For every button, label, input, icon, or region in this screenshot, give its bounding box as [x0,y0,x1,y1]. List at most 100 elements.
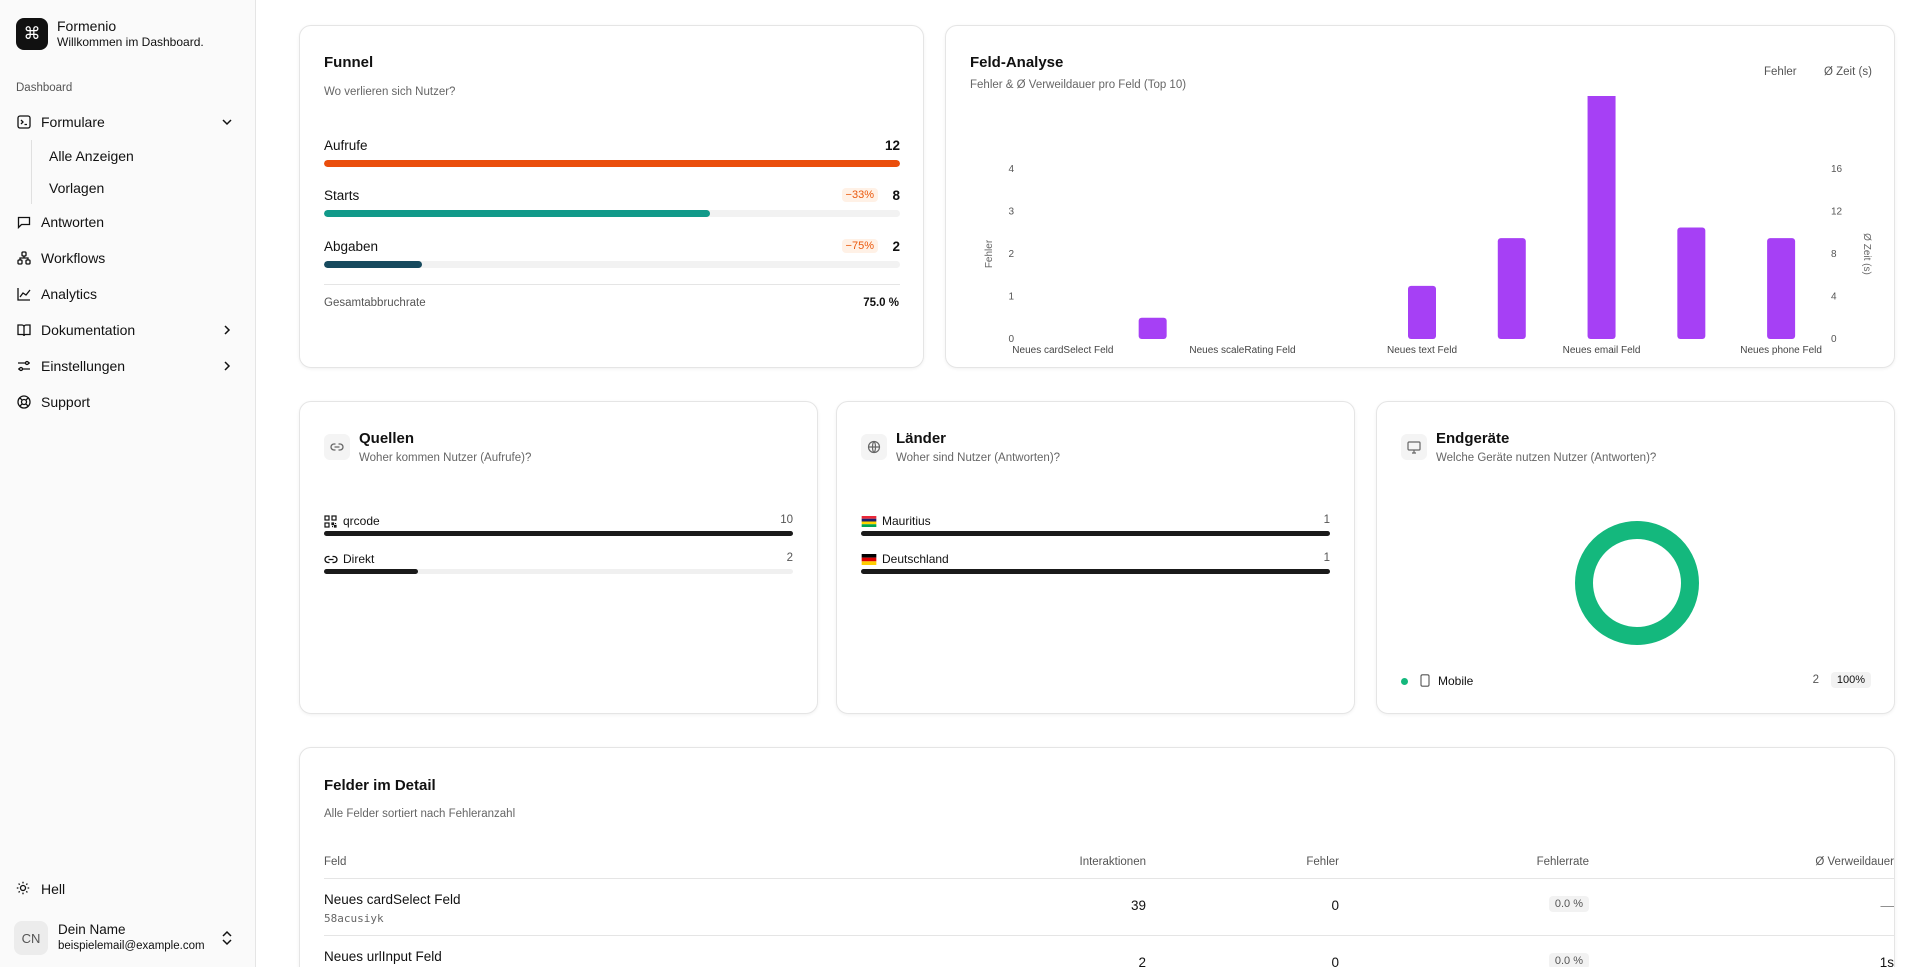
fields-detail-subtitle: Alle Felder sortiert nach Fehleranzahl [324,808,516,820]
funnel-bar-track [324,210,900,217]
sidebar-item-workflows[interactable]: Workflows [8,240,248,276]
funnel-subtitle: Wo verlieren sich Nutzer? [324,86,456,98]
settings-icon [16,358,32,374]
column-header-field[interactable]: Feld [324,856,347,868]
country-bar-fill [861,531,1330,536]
workflow-icon [16,250,32,266]
x-tick-label: Neues scaleRating Feld [1189,345,1295,356]
chevron-right-icon [224,325,231,335]
table-row[interactable]: Neues cardSelect Feld 58acusiyk 39 0 0.0… [324,879,1894,936]
table-row[interactable]: Neues urlInput Feld 0ninyvbar 2 0 0.0 % … [324,936,1894,967]
sidebar-subnav-formulare: Alle Anzeigen Vorlagen [31,140,248,204]
source-value: 10 [780,514,793,526]
funnel-bar-track [324,261,900,268]
sidebar-item-antworten[interactable]: Antworten [8,204,248,240]
sidebar-nav: Formulare Alle Anzeigen Vorlagen Antwort… [8,104,248,420]
sidebar-item-dokumentation[interactable]: Dokumentation [8,312,248,348]
sidebar-item-label: Formulare [41,114,105,130]
app-name: Formenio [57,18,117,34]
globe-icon [861,434,887,460]
legend-label: Mobile [1438,674,1474,688]
bar-dwell-time [1497,238,1526,339]
funnel-label: Aufrufe [324,138,368,153]
form-icon [16,114,32,130]
column-header-dwell-time[interactable]: Ø Verweildauer [1815,856,1894,868]
funnel-total-value: 75.0 % [863,297,899,309]
sidebar-item-formulare[interactable]: Formulare [8,104,248,140]
bar-dwell-time [1587,96,1616,339]
command-logo-icon: ⌘ [16,18,48,50]
funnel-bar-fill [324,210,710,217]
sidebar-item-label: Antworten [41,214,105,230]
country-label: Deutschland [882,552,949,566]
funnel-row-abgaben: Abgaben −75% 2 [324,239,900,269]
source-row-qrcode: qrcode 10 [324,514,793,538]
funnel-total-label: Gesamtabbruchrate [324,297,426,309]
countries-card: Länder Woher sind Nutzer (Antworten)? Ma… [836,401,1355,714]
sidebar-item-label: Analytics [41,286,98,302]
column-header-interactions[interactable]: Interaktionen [1079,856,1147,868]
field-analysis-card: Feld-Analyse Fehler & Ø Verweildauer pro… [945,25,1895,368]
country-row-deutschland: Deutschland 1 [861,552,1330,576]
user-menu[interactable]: CN Dein Name beispielemail@example.com [14,918,242,958]
user-name: Dein Name [58,922,126,937]
field-analysis-title: Feld-Analyse [970,54,1064,71]
y2-tick-label: 4 [1831,292,1837,303]
divider [324,284,900,285]
monitor-icon [1401,434,1427,460]
chevrons-up-down-icon [222,930,232,946]
funnel-label: Abgaben [324,239,379,254]
devices-title: Endgeräte [1436,430,1510,447]
errors-value: 0 [1331,898,1339,913]
sidebar-item-analytics[interactable]: Analytics [8,276,248,312]
sidebar-item-support[interactable]: Support [8,384,248,420]
source-bar-fill [324,569,418,574]
link-icon [324,434,350,460]
country-bar-fill [861,569,1330,574]
sidebar-subitem-vorlagen[interactable]: Vorlagen [49,180,105,196]
funnel-drop-badge: −75% [841,239,878,253]
sidebar-item-einstellungen[interactable]: Einstellungen [8,348,248,384]
field-name: Neues cardSelect Feld [324,892,461,907]
countries-title: Länder [896,430,947,447]
y2-tick-label: 12 [1831,207,1843,218]
funnel-value: 12 [884,138,900,153]
dwell-time-value: 1s [1879,955,1894,967]
column-header-error-rate[interactable]: Fehlerrate [1536,856,1589,868]
x-tick-label: Neues email Feld [1563,345,1641,356]
y-tick-label: 0 [1008,334,1014,345]
interactions-value: 2 [1138,955,1146,967]
chevron-down-icon [222,119,232,126]
line-chart-icon [16,286,32,302]
error-rate-badge: 0.0 % [1548,953,1589,967]
funnel-title: Funnel [324,54,374,71]
x-tick-label: Neues cardSelect Feld [1012,345,1113,356]
country-value: 1 [1323,514,1330,526]
sidebar-item-label: Workflows [41,250,106,266]
errors-value: 0 [1331,955,1339,967]
field-id: 58acusiyk [324,912,384,925]
devices-subtitle: Welche Geräte nutzen Nutzer (Antworten)? [1436,452,1657,464]
app-tagline: Willkommen im Dashboard. [57,35,204,49]
sidebar-item-label: Einstellungen [41,358,126,374]
brand[interactable]: ⌘ Formenio Willkommen im Dashboard. [16,18,204,50]
country-row-mauritius: Mauritius 1 [861,514,1330,538]
germany-flag-icon [861,553,877,565]
bar-dwell-time [1767,238,1796,339]
chevron-right-icon [224,361,231,371]
funnel-value: 8 [892,188,900,203]
column-header-errors[interactable]: Fehler [1306,856,1339,868]
sidebar-subitem-alle-anzeigen[interactable]: Alle Anzeigen [49,148,134,164]
funnel-card: Funnel Wo verlieren sich Nutzer? Aufrufe… [299,25,924,368]
legend-dot [1401,678,1408,685]
table-header: Feld Interaktionen Fehler Fehlerrate Ø V… [324,854,1894,879]
y-tick-label: 2 [1008,249,1014,260]
funnel-label: Starts [324,188,360,203]
bar-dwell-time [1138,317,1167,339]
devices-card: Endgeräte Welche Geräte nutzen Nutzer (A… [1376,401,1895,714]
y-tick-label: 1 [1008,292,1014,303]
theme-toggle[interactable]: Hell [16,881,65,897]
source-bar-fill [324,531,793,536]
legend-dwell-time: Ø Zeit (s) [1824,66,1872,78]
